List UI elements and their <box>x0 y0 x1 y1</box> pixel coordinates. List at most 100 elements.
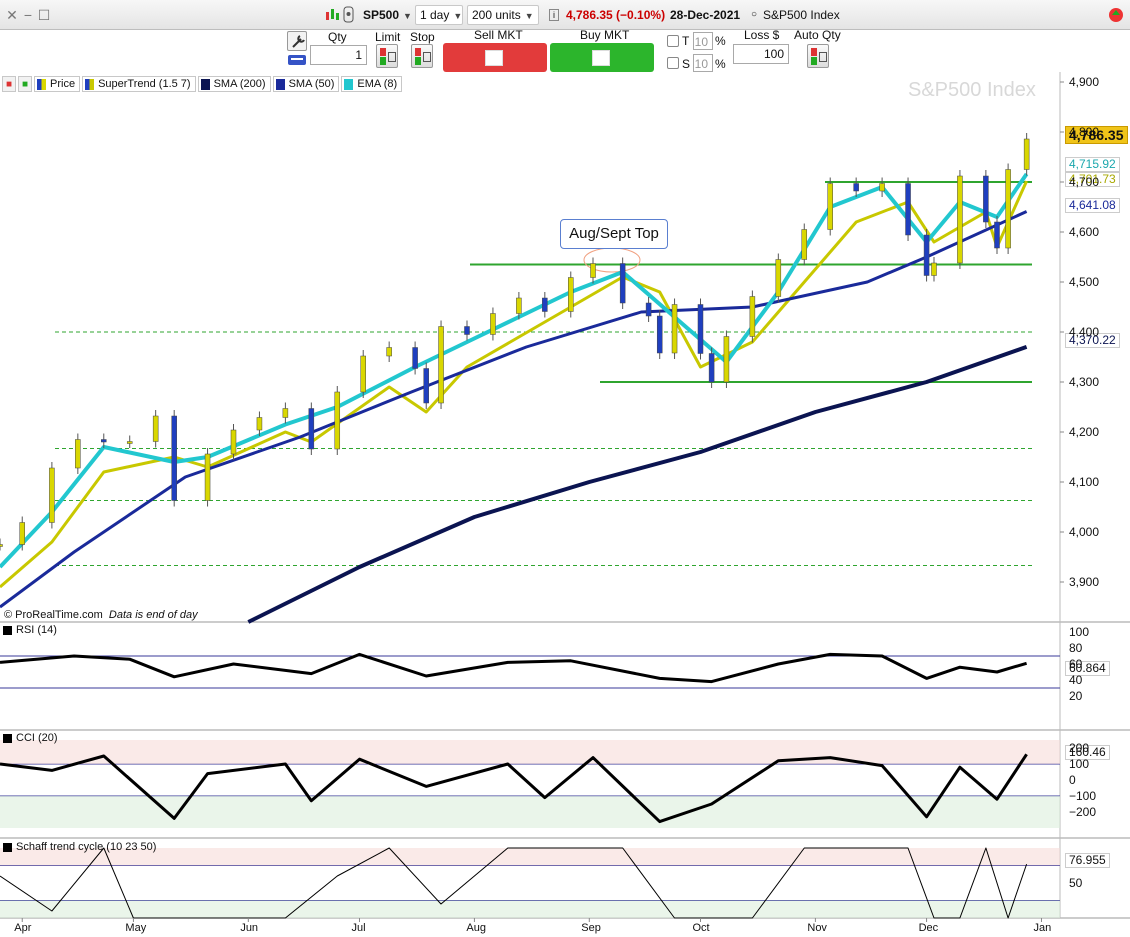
series-line-sma-200- <box>247 345 1028 624</box>
legend-item-price[interactable]: Price <box>34 76 81 92</box>
price-candle <box>723 336 730 383</box>
instrument-link-icon[interactable] <box>343 6 355 24</box>
info-icon[interactable]: i <box>549 9 559 21</box>
indicator-axis-tick: 200 <box>1069 741 1090 755</box>
series-line-sma-50- <box>0 210 1028 609</box>
indicator-axis-tick: 0 <box>1069 773 1076 787</box>
price-axis-tick: 4,400 <box>1069 325 1100 339</box>
price-candle <box>412 347 418 369</box>
t-percent: % <box>715 34 726 48</box>
timeframe-selector[interactable]: 1 day ▼ <box>415 5 463 25</box>
legend-item-supertrend[interactable]: SuperTrend (1.5 7) <box>82 76 196 92</box>
market-status-icon: ○ <box>751 9 758 20</box>
keyboard-icon[interactable] <box>287 54 307 66</box>
remove-indicator-icon[interactable]: ■ <box>2 76 16 92</box>
stc-panel-label: Schaff trend cycle (10 23 50) <box>3 841 156 853</box>
price-candle <box>568 277 574 312</box>
buy-label: Buy MKT <box>580 28 630 42</box>
indicator-axis-tick: 50 <box>1069 876 1083 890</box>
legend-item-ema8[interactable]: EMA (8) <box>341 76 403 92</box>
price-candle <box>619 263 626 304</box>
price-candle <box>1023 138 1030 170</box>
s-percent: % <box>715 57 726 71</box>
chart-watermark: S&P500 Index <box>908 79 1036 101</box>
price-candle <box>775 259 782 297</box>
aug-sept-top-annotation[interactable]: Aug/Sept Top <box>560 219 668 249</box>
indicator-axis-tick: 100 <box>1069 757 1090 771</box>
price-axis-tick: 4,900 <box>1069 75 1100 89</box>
price-candle <box>438 326 444 404</box>
legend-item-sma200[interactable]: SMA (200) <box>197 76 271 92</box>
add-indicator-icon[interactable]: ■ <box>18 76 32 92</box>
instrument-name: S&P500 Index <box>763 8 840 22</box>
s-checkbox[interactable] <box>667 57 679 69</box>
s-value-input[interactable]: 10 <box>693 54 713 72</box>
price-candle <box>386 347 392 357</box>
legend-label: Price <box>50 78 76 90</box>
candlestick-chart-icon[interactable] <box>324 7 340 23</box>
indicator-axis-tick: 60 <box>1069 657 1083 671</box>
sell-market-button[interactable] <box>443 43 547 72</box>
month-axis-tick: May <box>125 922 147 934</box>
limit-label: Limit <box>375 30 401 44</box>
price-axis-tick: 4,600 <box>1069 225 1100 239</box>
stc-last-value: 76.955 <box>1065 853 1110 868</box>
supertrend-price-label: 4,701.73 <box>1065 172 1120 187</box>
price-candle <box>853 183 859 192</box>
legend-item-sma50[interactable]: SMA (50) <box>272 76 340 92</box>
cci-label-text: CCI (20) <box>16 732 58 744</box>
price-candle <box>1005 169 1011 249</box>
minimize-window-icon[interactable]: − <box>23 7 33 23</box>
stop-label: Stop <box>410 30 435 44</box>
price-candle <box>801 229 808 260</box>
wrench-icon[interactable] <box>287 31 307 51</box>
month-axis-tick: Aug <box>466 922 486 934</box>
month-axis-tick: Apr <box>14 922 32 934</box>
rsi-label-text: RSI (14) <box>16 624 57 636</box>
cci-panel-label: CCI (20) <box>3 732 58 744</box>
limit-order-icon[interactable] <box>376 44 398 68</box>
loss-input[interactable]: 100 <box>733 44 789 64</box>
buy-market-button[interactable] <box>550 43 654 72</box>
t-checkbox[interactable] <box>667 35 679 47</box>
indicator-axis-tick: −200 <box>1069 805 1097 819</box>
legend-swatch <box>200 78 210 90</box>
price-candle <box>49 467 55 523</box>
price-candle <box>256 417 263 431</box>
refresh-icon[interactable] <box>1106 5 1126 25</box>
legend-swatch <box>344 78 354 90</box>
month-axis-tick: Dec <box>918 922 939 934</box>
symbol-selector[interactable]: SP500 ▼ <box>358 5 412 25</box>
stop-order-icon[interactable] <box>411 44 433 68</box>
maximize-window-icon[interactable]: ☐ <box>37 7 51 23</box>
price-candle <box>0 544 3 547</box>
price-axis-tick: 4,800 <box>1069 125 1100 139</box>
indicator-line <box>0 847 1028 919</box>
month-axis-tick: Jun <box>240 922 259 934</box>
auto-qty-icon[interactable] <box>807 44 829 68</box>
oversold-zone <box>0 796 1060 828</box>
price-axis-tick: 4,300 <box>1069 375 1100 389</box>
overbought-zone <box>0 740 1060 764</box>
order-bar: Qty 1 Limit Stop Sell MKT Buy MKT T 10 %… <box>0 28 1130 74</box>
chevron-down-icon: ▼ <box>403 11 412 21</box>
price-candle <box>656 315 663 354</box>
units-selector[interactable]: 200 units ▼ <box>467 5 539 25</box>
timeframe-text: 1 day <box>420 8 450 22</box>
copyright-note: © ProRealTime.com Data is end of day <box>4 609 198 621</box>
overbought-zone <box>0 848 1060 866</box>
close-window-icon[interactable]: ✕ <box>6 7 18 23</box>
price-candle <box>75 439 81 469</box>
price-candle <box>542 297 548 312</box>
price-candle <box>490 313 496 335</box>
legend-label: SMA (200) <box>213 78 266 90</box>
indicator-axis-tick: 20 <box>1069 689 1083 703</box>
chevron-down-icon: ▼ <box>524 11 534 21</box>
price-candle <box>204 453 211 501</box>
t-value-input[interactable]: 10 <box>693 32 713 50</box>
price-axis-tick: 4,000 <box>1069 525 1100 539</box>
price-candle <box>957 175 963 264</box>
qty-input[interactable]: 1 <box>310 45 367 65</box>
last-quote: 4,786.35 (−0.10%) <box>566 8 666 22</box>
